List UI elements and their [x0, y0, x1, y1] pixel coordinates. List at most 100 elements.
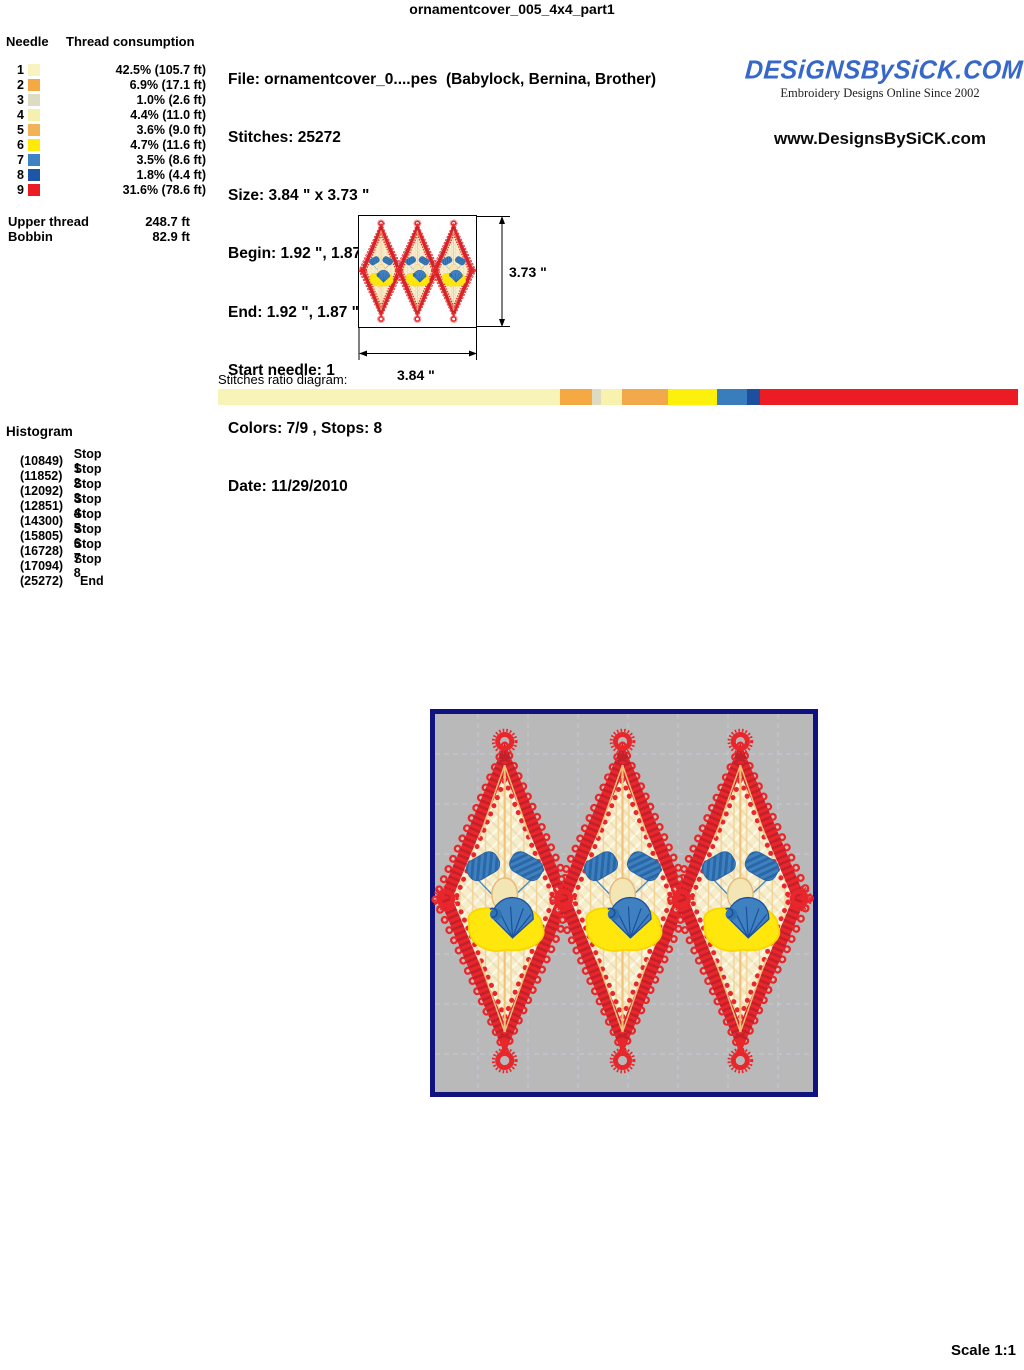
end-line: End: 1.92 ", 1.87 " [228, 303, 360, 321]
stitches-ratio-bar [218, 389, 1018, 405]
needle-table-header: Needle Thread consumption [6, 34, 195, 49]
bobbin-value: 82.9 ft [152, 229, 190, 244]
thread-consumption-value: 42.5% (105.7 ft) [115, 63, 206, 78]
needle-row: 4 4.4% (11.0 ft) [6, 108, 208, 123]
thread-color-swatch [28, 168, 40, 181]
upper-thread-value: 248.7 ft [145, 214, 190, 229]
needle-row: 3 1.0% (2.6 ft) [6, 93, 208, 108]
histogram-entries: (10849) Stop 1 (11852) Stop 2 (12092) Stop … [20, 447, 108, 588]
thread-color-swatch [28, 79, 40, 92]
thumbnail-design [359, 220, 475, 322]
stitch-count: (14300) [20, 514, 64, 528]
thread-color-swatch [28, 94, 40, 107]
needle-number: 8 [17, 167, 24, 182]
upper-thread-label: Upper thread [8, 214, 89, 229]
histogram-entry: (11852) Stop 2 [20, 462, 108, 490]
thread-consumption-value: 1.0% (2.6 ft) [136, 93, 206, 108]
needle-row: 6 4.7% (11.6 ft) [6, 137, 208, 152]
thread-consumption-value: 31.6% (78.6 ft) [122, 182, 206, 197]
ratio-segment [601, 389, 622, 405]
needle-number: 7 [17, 152, 24, 167]
thread-consumption-value: 3.6% (9.0 ft) [136, 123, 206, 137]
thread-color-swatch [28, 153, 40, 166]
stop-label: Stop 4 [73, 492, 102, 521]
size-line: Size: 3.84 " x 3.73 " [228, 187, 370, 205]
date-line: Date: 11/29/2010 [228, 478, 348, 496]
thread-color-swatch [28, 138, 40, 151]
needle-header-label: Needle [6, 34, 49, 49]
needle-rows: 1 42.5% (105.7 ft) 2 6.9% (17.1 ft) 3 1.0% … [6, 63, 208, 197]
thread-color-swatch [28, 183, 40, 196]
stitch-count: (12092) [20, 484, 64, 499]
file-name-line: File: ornamentcover_0....pes (Babylock, … [228, 70, 657, 88]
needle-number: 9 [17, 182, 24, 197]
start-needle-line: Start needle: 1 [228, 361, 335, 379]
arrow-left-icon [359, 350, 367, 357]
designsbysick-logo: DESiGNSBySiCK.COM [744, 55, 1024, 85]
ratio-segment [218, 389, 561, 405]
stitch-count: (11852) [20, 469, 63, 484]
stop-label: Stop 2 [73, 462, 102, 491]
histogram-entry: (17094) Stop 8 [20, 552, 108, 580]
histogram-entry: (14300) Stop 5 [20, 507, 108, 535]
ratio-segment [746, 389, 761, 405]
arrow-down-icon [499, 319, 505, 327]
thread-totals: Upper thread 248.7 ft Bobbin 82.9 ft [8, 214, 190, 244]
design-thumbnail: 3.73 " 3.84 " [358, 215, 547, 383]
needle-row: 5 3.6% (9.0 ft) [6, 123, 208, 138]
histogram-entry: (15805) Stop 6 [20, 522, 108, 550]
thread-color-swatch [28, 64, 40, 77]
thread-color-swatch [28, 124, 40, 136]
histogram-title: Histogram [6, 424, 73, 439]
needle-number: 6 [17, 137, 24, 152]
website-link[interactable]: www.DesignsBySiCK.com [774, 129, 986, 148]
needle-row: 2 6.9% (17.1 ft) [6, 78, 208, 93]
colors-stops-line: Colors: 7/9 , Stops: 8 [228, 420, 383, 438]
stop-label: Stop 5 [73, 507, 102, 536]
arrow-right-icon [469, 350, 477, 357]
stop-label: Stop 7 [73, 536, 102, 565]
needle-row: 8 1.8% (4.4 ft) [6, 167, 208, 182]
thread-consumption-value: 4.4% (11.0 ft) [130, 108, 206, 123]
thread-consumption-value: 1.8% (4.4 ft) [136, 167, 206, 182]
ratio-segment [717, 389, 747, 405]
thread-consumption-value: 4.7% (11.6 ft) [130, 137, 206, 152]
stop-label: Stop 3 [73, 477, 102, 506]
needle-number: 1 [17, 63, 24, 78]
needle-number: 2 [17, 78, 24, 93]
bobbin-label: Bobbin [8, 229, 53, 244]
stop-label: Stop 1 [73, 447, 102, 476]
scale-label: Scale 1:1 [950, 1342, 1016, 1359]
histogram-entry: (12092) Stop 3 [20, 477, 108, 505]
stop-label: End [80, 573, 104, 588]
needle-number: 4 [17, 108, 24, 123]
ratio-segment [591, 389, 602, 405]
thread-consumption-value: 6.9% (17.1 ft) [129, 78, 206, 93]
ratio-segment [668, 389, 718, 405]
ratio-segment [560, 389, 592, 405]
histogram-entry: (25272) End [20, 573, 108, 588]
stitch-count: (16728) [20, 543, 64, 558]
stitch-count: (25272) [20, 573, 64, 588]
page-title: ornamentcover_005_4x4_part1 [409, 1, 615, 17]
embroidery-design [434, 730, 810, 1072]
arrow-up-icon [499, 216, 505, 224]
branding-block: DESiGNSBySiCK.COM Embroidery Designs Onl… [744, 55, 1024, 149]
needle-row: 7 3.5% (8.6 ft) [6, 152, 208, 167]
stop-label: Stop 6 [73, 521, 102, 550]
needle-number: 5 [17, 123, 24, 137]
histogram-entry: (10849) Stop 1 [20, 447, 108, 475]
histogram-entry: (12851) Stop 4 [20, 492, 108, 520]
design-preview [430, 709, 818, 1097]
needle-row: 1 42.5% (105.7 ft) [6, 63, 208, 78]
thread-consumption-value: 3.5% (8.6 ft) [136, 152, 206, 167]
stop-label: Stop 8 [73, 551, 102, 580]
thread-color-swatch [28, 109, 40, 122]
ratio-segment [760, 389, 1018, 405]
ratio-segment [621, 389, 669, 405]
histogram-block: Histogram (10849) Stop 1 (11852) Stop 2 (1… [6, 424, 104, 588]
stitch-count: (10849) [20, 454, 64, 469]
width-dim-label: 3.84 " [397, 367, 435, 383]
height-dim-label: 3.73 " [509, 264, 547, 280]
ratio-diagram-label: Stitches ratio diagram: [218, 372, 348, 387]
